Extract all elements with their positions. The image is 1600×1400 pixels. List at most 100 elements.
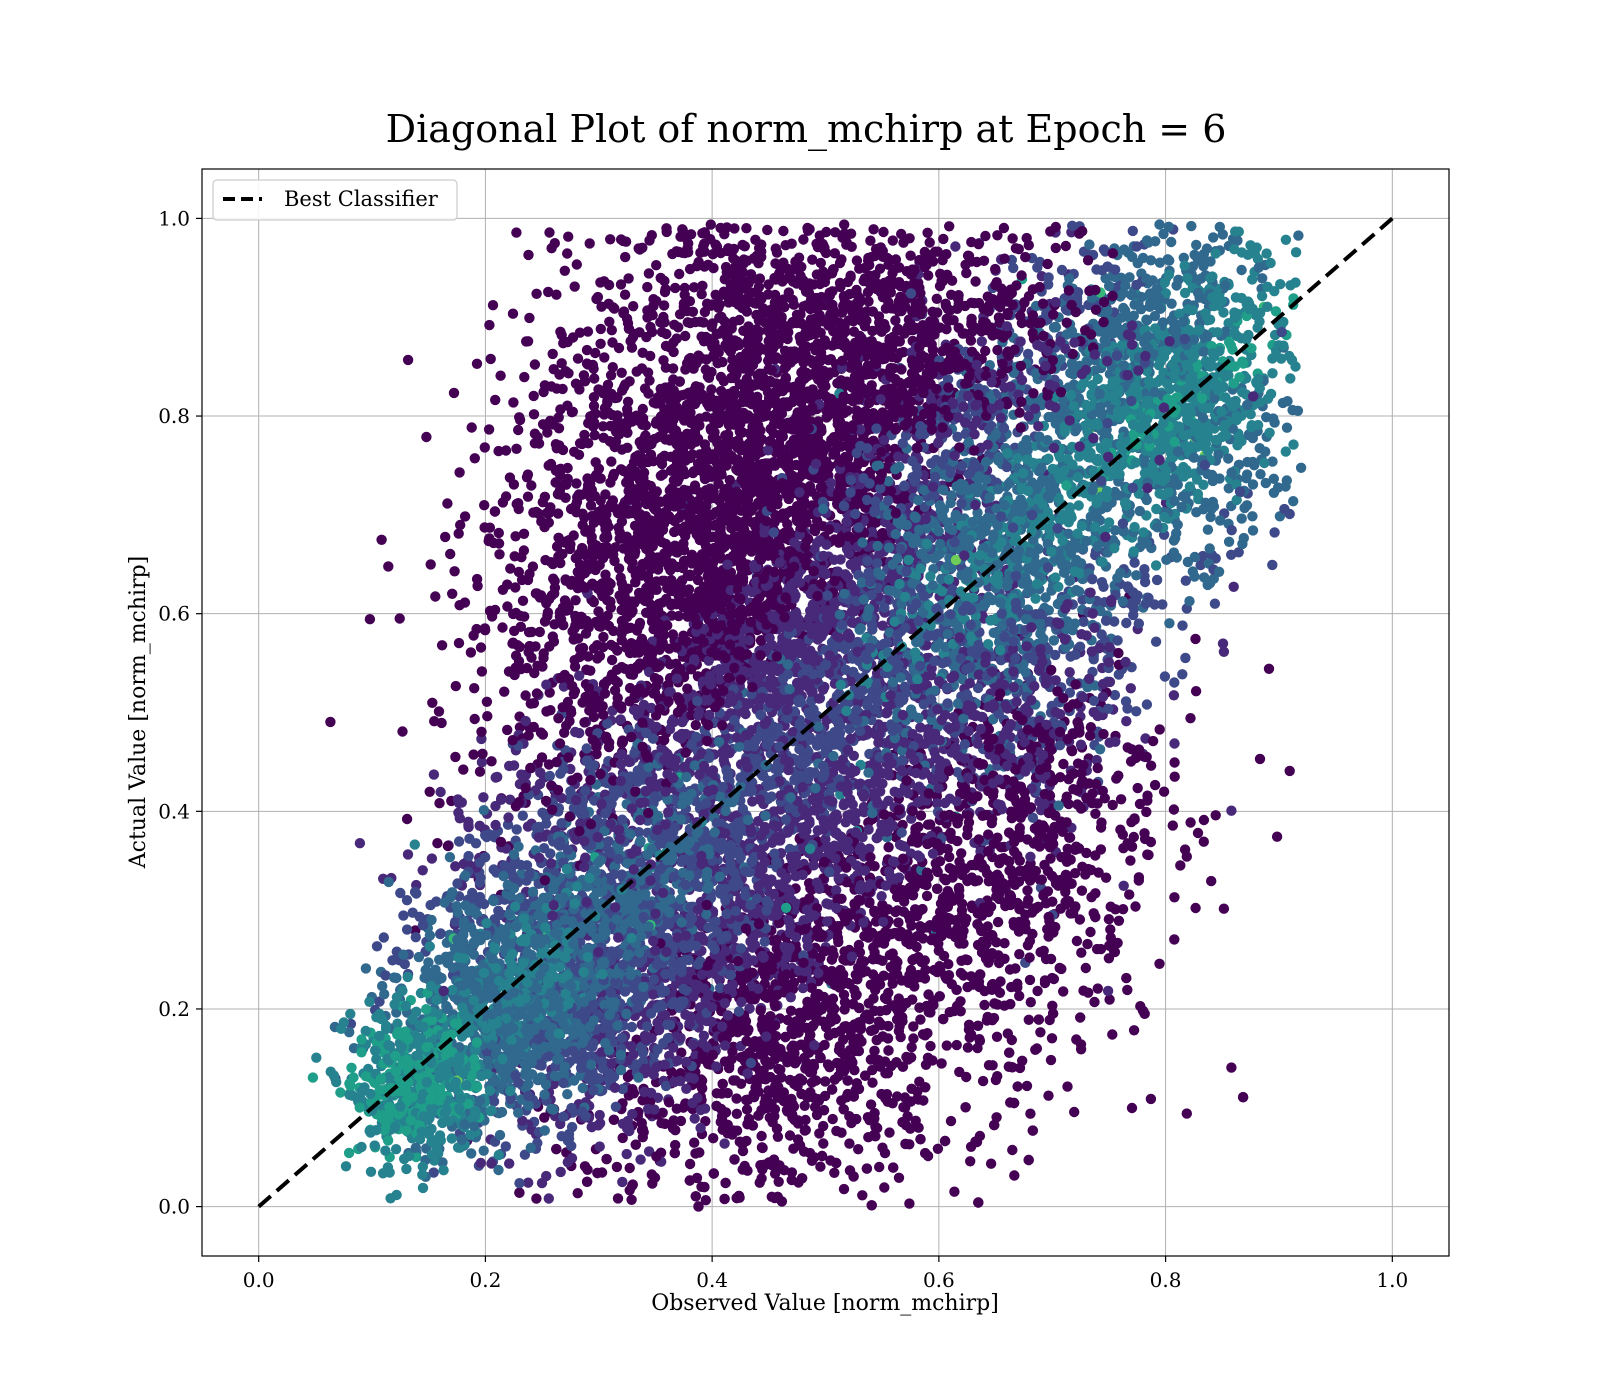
scatter-point [695,247,706,258]
scatter-point [938,233,949,245]
scatter-point [697,280,708,291]
scatter-point [677,716,688,728]
scatter-point [589,430,600,441]
scatter-point [905,250,916,261]
scatter-point [846,606,858,617]
scatter-point [737,427,748,438]
scatter-point [507,308,519,319]
scatter-point [613,342,625,354]
scatter-point [998,222,1010,234]
scatter-point [821,464,833,475]
scatter-point [661,328,672,340]
scatter-point [445,548,456,560]
scatter-point [643,268,655,279]
scatter-point [449,566,460,577]
scatter-point [932,883,943,894]
scatter-point [731,464,742,475]
scatter-point [774,696,786,707]
scatter-point [848,326,860,337]
scatter-point [719,229,730,240]
scatter-point [642,367,654,378]
scatter-point [892,451,904,462]
scatter-point [616,367,627,378]
scatter-point [442,498,453,509]
scatter-point [804,767,816,778]
scatter-point [637,242,648,253]
scatter-point [710,239,721,250]
scatter-point [819,276,831,288]
scatter-point [717,324,729,336]
scatter-point [845,228,857,239]
scatter-point [833,632,845,643]
scatter-point [821,539,832,550]
scatter-point [879,602,890,613]
scatter-point [798,234,809,245]
scatter-point [658,300,670,311]
scatter-point [687,467,699,479]
scatter-point [845,559,856,570]
scatter-point [890,315,901,326]
scatter-point [806,500,818,511]
scatter-point [670,282,681,294]
scatter-point [778,509,789,521]
scatter-point [813,693,825,704]
scatter-point [820,568,831,580]
scatter-point [745,616,757,628]
scatter-point [820,1076,831,1087]
scatter-point [818,446,829,457]
scatter-point [466,422,477,433]
scatter-point [809,525,821,537]
scatter-point [690,719,701,731]
scatter-point [846,438,857,449]
scatter-point [782,1014,793,1026]
scatter-point [623,273,634,284]
scatter-point [851,284,862,296]
scatter-point [584,238,595,249]
scatter-point [747,359,759,371]
scatter-point [825,354,837,365]
scatter-point [699,228,711,239]
scatter-point [924,237,935,248]
scatter-point [547,348,558,360]
scatter-point [678,538,689,549]
scatter-point [402,354,414,366]
scatter-point [686,664,697,675]
scatter-point [722,245,733,257]
scatter-point [769,297,781,308]
scatter-point [763,289,774,300]
scatter-point [947,584,958,595]
scatter-point [737,576,749,587]
scatter-point [765,674,776,685]
scatter-point [778,225,789,237]
scatter-point [589,373,600,384]
scatter-point [595,338,606,349]
scatter-point [814,230,825,241]
scatter-point [518,528,530,539]
scatter-point [571,259,582,270]
scatter-point [751,543,762,554]
scatter-point [779,612,790,623]
scatter-point [923,270,934,281]
scatter-point [606,325,617,336]
scatter-point [793,614,804,625]
scatter-point [830,227,841,238]
scatter-point [780,373,792,384]
scatter-point [469,713,480,725]
chart-title: Diagonal Plot of norm_mchirp at Epoch = … [386,107,1227,152]
scatter-point [687,306,699,317]
scatter-point [667,363,679,374]
scatter-point [806,686,817,697]
scatter-point [710,289,721,300]
scatter-point [800,541,811,552]
scatter-point [616,604,627,616]
scatter-point [620,251,631,263]
scatter-point [639,383,651,394]
scatter-point [607,362,618,373]
scatter-point [750,234,761,245]
scatter-point [774,557,786,568]
scatter-point [626,342,638,353]
scatter-point [1043,1090,1054,1101]
scatter-point [735,593,746,604]
scatter-point [1271,831,1283,842]
scatter-point [770,447,782,458]
